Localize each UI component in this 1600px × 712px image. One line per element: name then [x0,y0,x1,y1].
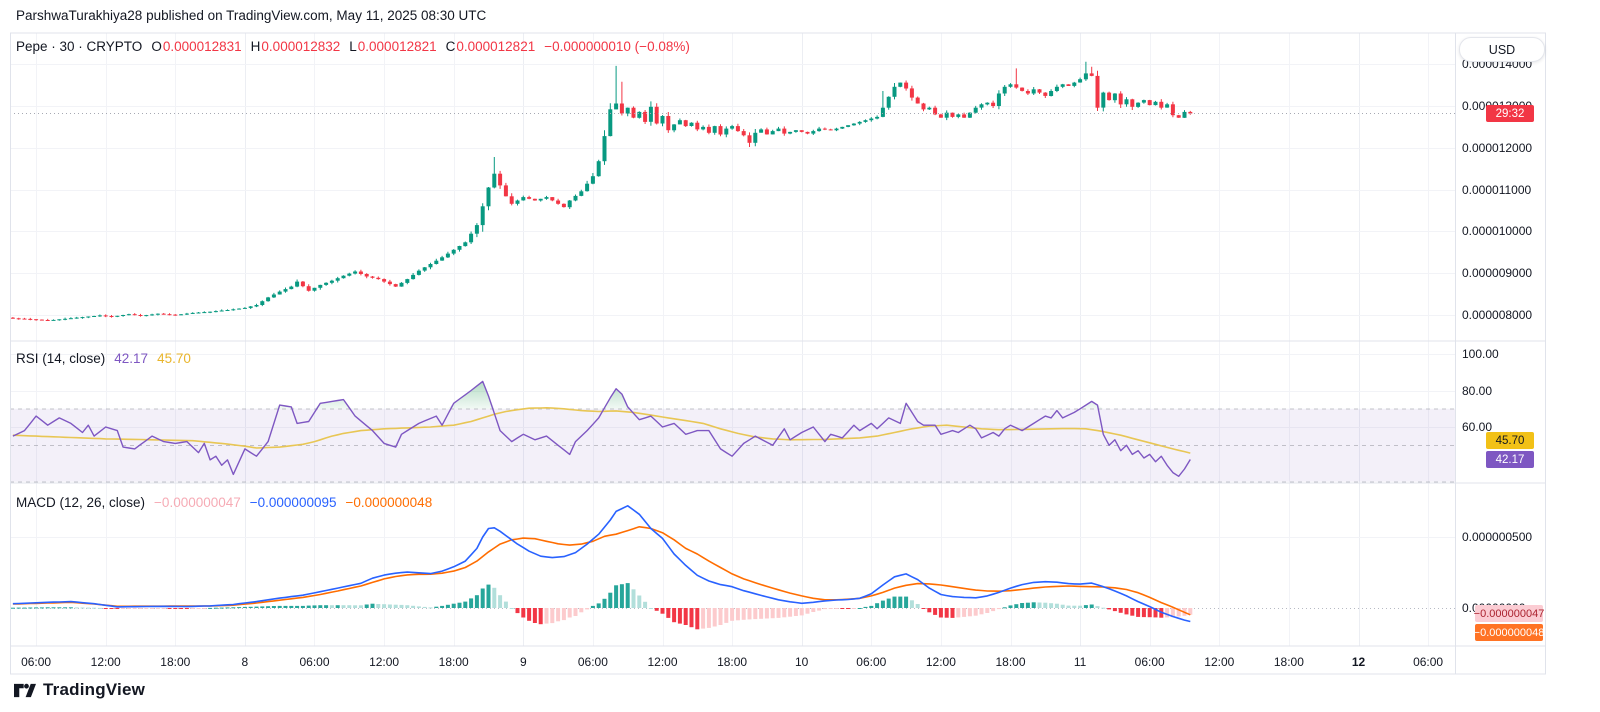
price-tick-label: 0.000011000 [1462,182,1532,197]
ohlc-low: L 0.000012821 [349,39,437,54]
tradingview-logo-icon [14,683,36,697]
price-tick-label: 0.000009000 [1462,266,1533,281]
price-tick-label: 0.000012000 [1462,140,1533,155]
rsi-value: 42.17 [114,351,149,366]
time-axis-label: 06:00 [1413,655,1444,669]
time-axis-label: 18:00 [995,655,1026,669]
bar-countdown-badge: 29:32 [1486,105,1534,122]
time-axis-label: 18:00 [1273,655,1304,669]
ohlc-open: O 0.000012831 [151,39,242,54]
price-tick-label: 0.000010000 [1462,224,1533,239]
currency-toggle-button[interactable]: USD [1459,37,1545,62]
macd-hist-badge: −0.000000047 [1474,605,1544,622]
macd-line-value: −0.000000095 [249,495,337,510]
rsi-ma-badge: 45.70 [1486,432,1534,449]
macd-title[interactable]: MACD (12, 26, close) [16,495,146,510]
time-axis-label: 12:00 [369,655,400,669]
rsi-ma-value: 45.70 [157,351,191,366]
change-value: −0.000000010 (−0.08%) [544,39,690,54]
rsi-value-badge: 42.17 [1486,451,1534,468]
macd-signal-value: −0.000000048 [345,495,433,510]
time-axis-label: 06:00 [299,655,330,669]
time-axis-label: 06:00 [856,655,887,669]
symbol-title[interactable]: Pepe · 30 · CRYPTO [16,39,143,54]
macd-hist-value: −0.000000047 [154,495,241,510]
time-axis-label: 06:00 [577,655,608,669]
time-axis-label: 18:00 [717,655,748,669]
time-axis-label: 12:00 [647,655,678,669]
time-axis-label: 12 [1351,655,1366,669]
time-axis-label: 12:00 [1204,655,1235,669]
time-axis-label: 12:00 [925,655,956,669]
time-axis-label: 18:00 [438,655,469,669]
tradingview-brand-text: TradingView [43,680,146,699]
macd-tick-label: 0.000000500 [1462,530,1533,544]
time-axis-label: 9 [519,655,527,669]
rsi-tick-label: 60.00 [1462,420,1493,434]
macd-signal-badge: −0.000000048 [1474,624,1544,641]
time-axis-label: 06:00 [21,655,52,669]
time-axis-label: 10 [795,655,809,669]
time-axis-label: 18:00 [160,655,191,669]
macd-pane-legend: MACD (12, 26, close) −0.000000047 −0.000… [16,495,432,510]
time-axis-label: 11 [1073,655,1087,669]
rsi-tick-label: 100.00 [1462,347,1499,361]
time-axis-label: 12:00 [90,655,121,669]
ohlc-close: C 0.000012821 [445,39,536,54]
ohlc-high: H 0.000012832 [250,39,341,54]
main-pane-legend: Pepe · 30 · CRYPTO O 0.000012831 H 0.00001… [16,39,690,54]
time-axis-label: 06:00 [1134,655,1165,669]
rsi-pane-legend: RSI (14, close) 42.17 45.70 [16,351,191,366]
publish-caption: ParshwaTurakhiya28 published on TradingV… [16,8,487,23]
time-axis-label: 8 [241,655,249,669]
price-tick-label: 0.000008000 [1462,308,1533,322]
rsi-title[interactable]: RSI (14, close) [16,351,106,366]
rsi-tick-label: 80.00 [1462,383,1493,398]
footer-brand[interactable]: TradingView [14,680,145,700]
